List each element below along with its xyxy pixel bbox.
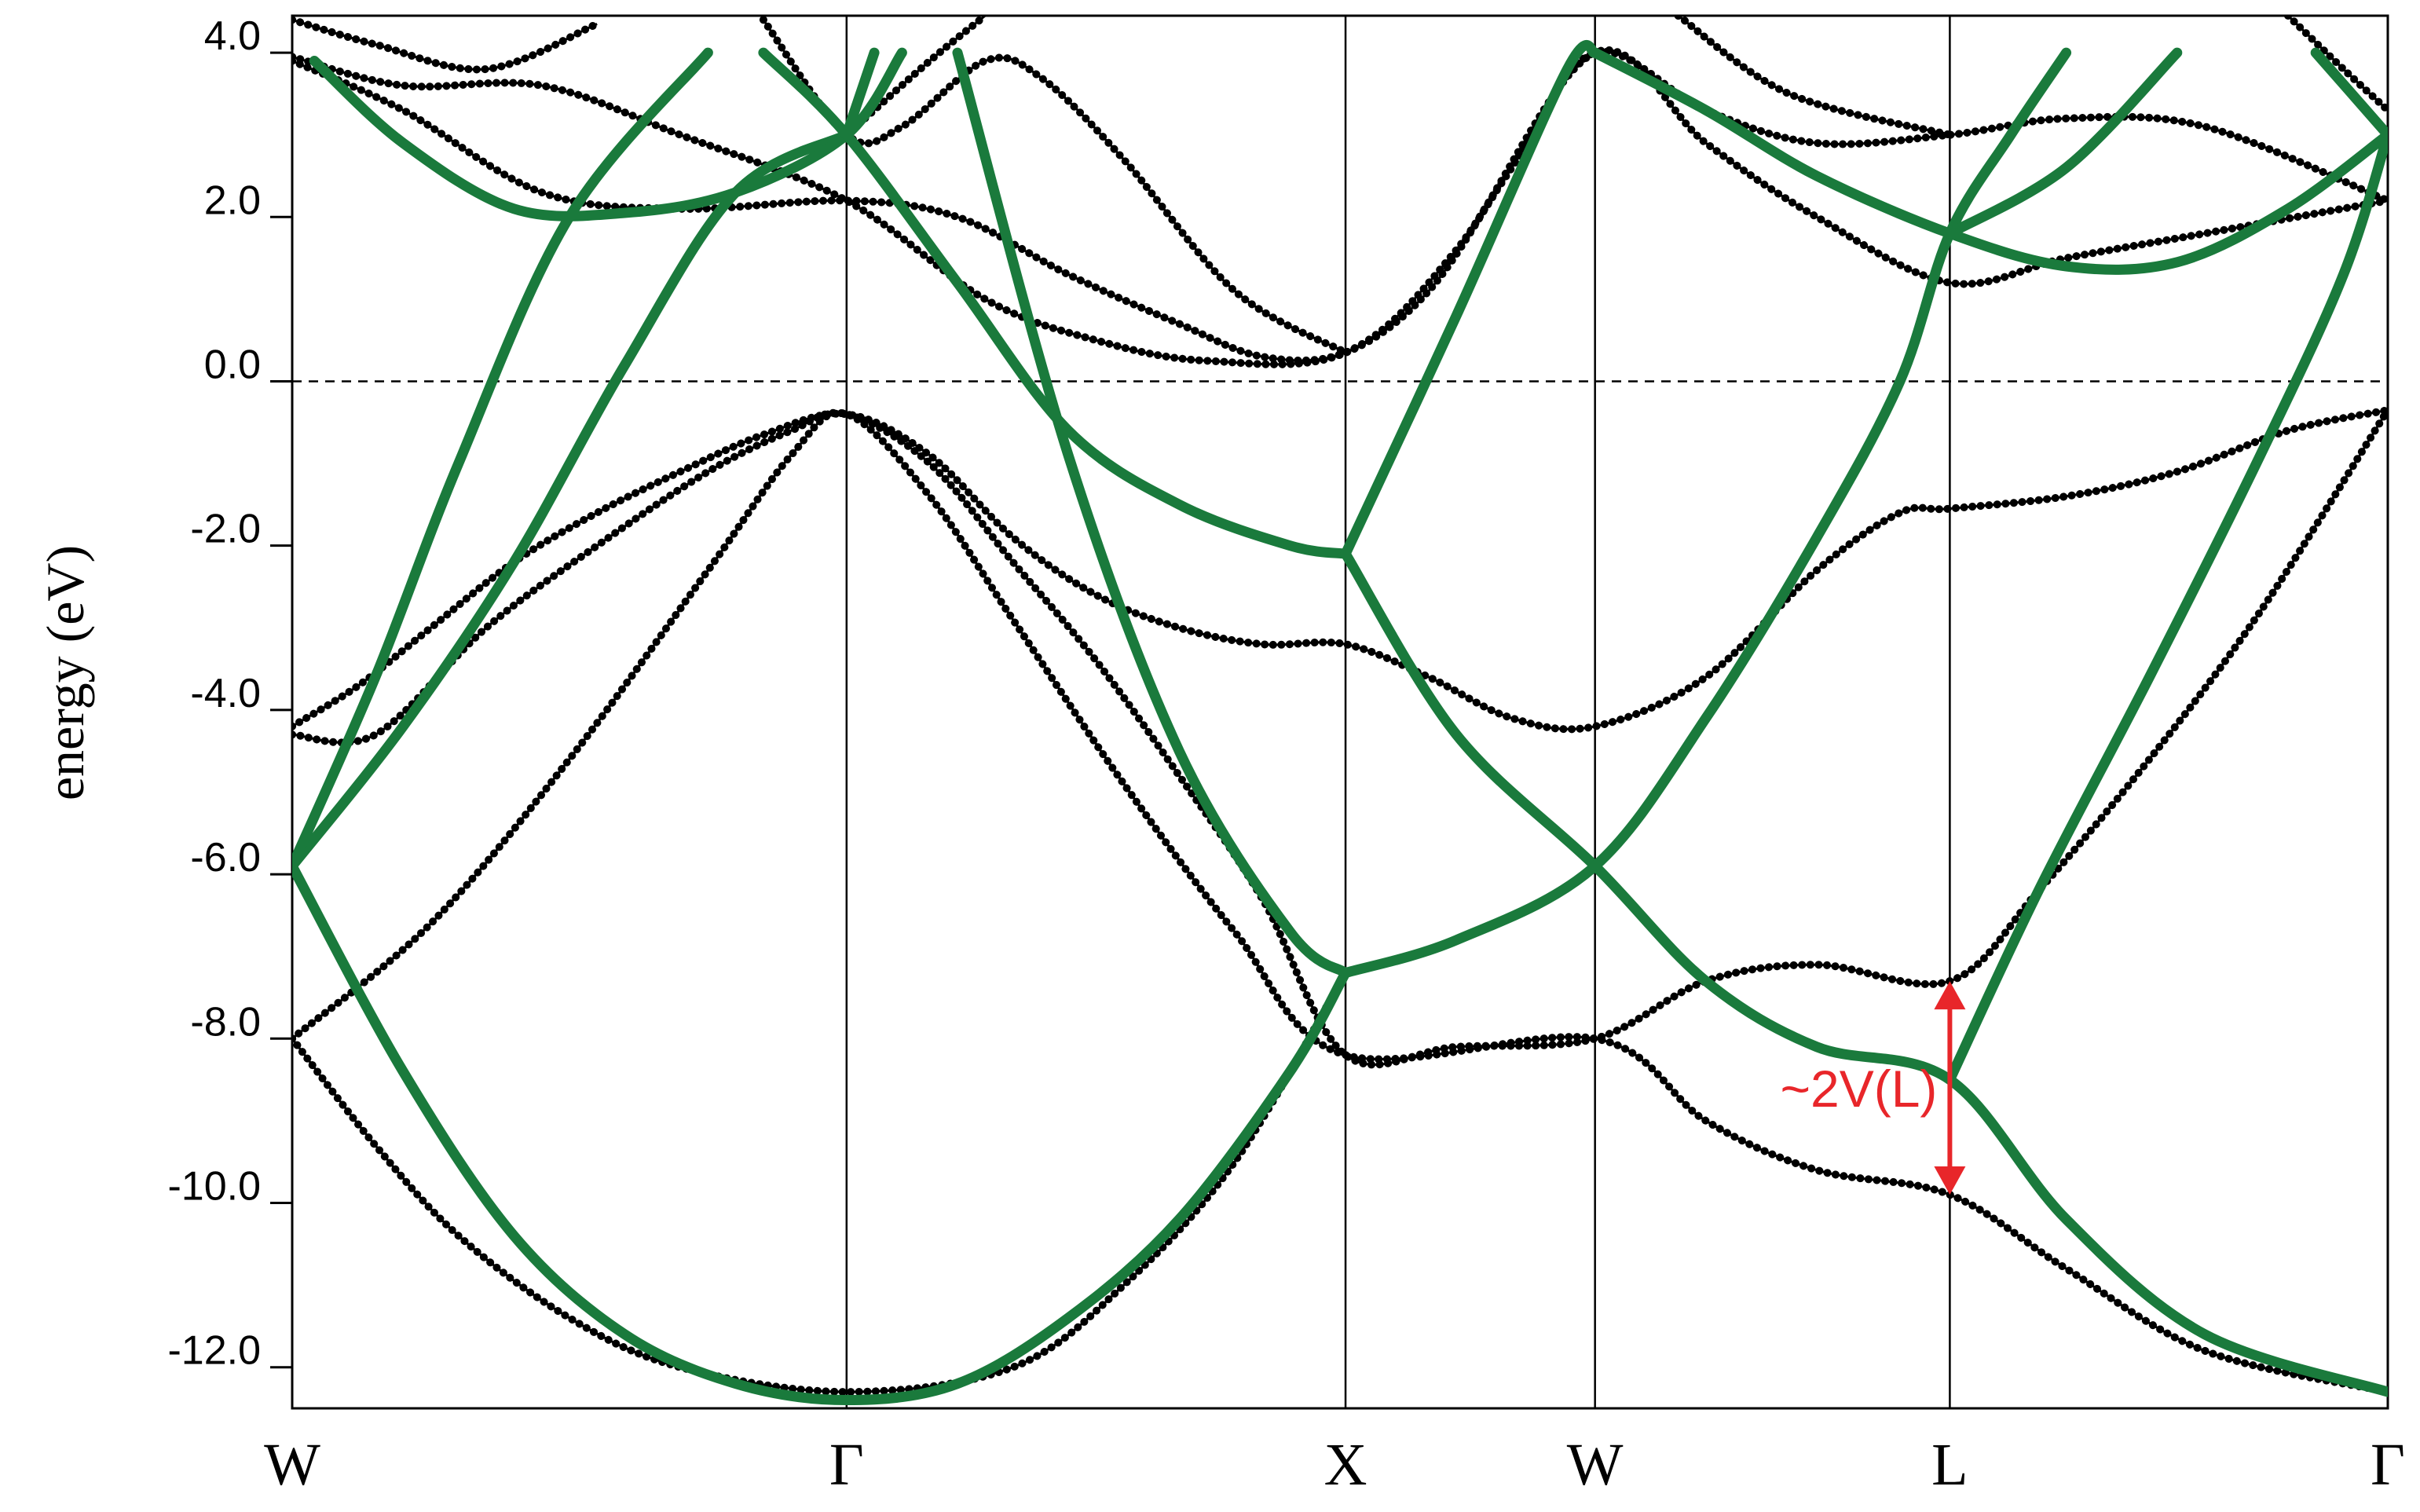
x-tick-label: L xyxy=(1931,1432,1968,1498)
y-tick-label: -10.0 xyxy=(167,1163,261,1209)
y-tick-label: 2.0 xyxy=(204,178,261,223)
dotted-band-3 xyxy=(292,968,1350,1397)
y-axis-label: energy (eV) xyxy=(35,545,95,800)
free-electron-band-23 xyxy=(1944,130,2388,1085)
free-electron-band-22 xyxy=(1944,47,2183,239)
plot-frame xyxy=(291,14,2389,1410)
free-electron-band-21 xyxy=(1590,47,2388,275)
x-tick-label: Γ xyxy=(829,1432,864,1498)
free-electron-band-24 xyxy=(2310,47,2388,141)
dotted-band-2 xyxy=(292,408,2388,1397)
y-tick-label: -12.0 xyxy=(167,1328,261,1374)
dotted-band-7 xyxy=(759,16,1350,357)
dotted-band-core-9 xyxy=(1677,16,1950,137)
free-electron-band-20 xyxy=(1340,47,2072,979)
gap-arrow-head-bottom xyxy=(1934,1166,1966,1195)
free-electron-band-16 xyxy=(841,47,880,141)
y-tick-label: -2.0 xyxy=(190,507,261,552)
free-electron-band-14 xyxy=(309,47,907,221)
dotted-band-core-7 xyxy=(762,19,1346,354)
dotted-band-core-2 xyxy=(292,412,2388,1393)
x-tick-label: W xyxy=(1567,1432,1624,1498)
dotted-band-6 xyxy=(292,16,602,74)
y-tick-label: -6.0 xyxy=(190,835,261,880)
x-tick-label: W xyxy=(264,1432,320,1498)
free-electron-band-12 xyxy=(292,47,713,872)
dotted-band-0 xyxy=(292,406,2388,734)
dotted-band-core-10 xyxy=(2286,16,2388,112)
dotted-band-core-0 xyxy=(292,408,2388,730)
free-electron-band-13 xyxy=(292,861,1351,1405)
dotted-band-core-6 xyxy=(292,18,598,71)
y-tick-label: -8.0 xyxy=(190,999,261,1045)
free-electron-band-18 xyxy=(1340,40,1601,559)
dotted-band-core-4 xyxy=(292,50,2388,362)
x-tick-label: Γ xyxy=(2371,1432,2405,1498)
y-tick-label: 4.0 xyxy=(204,13,261,59)
x-tick-label: X xyxy=(1324,1432,1367,1498)
dotted-band-core-5 xyxy=(292,49,2388,366)
gap-arrow-head-top xyxy=(1934,981,1966,1010)
free-electron-band-19 xyxy=(1340,548,2388,1397)
dotted-band-core-3 xyxy=(292,972,1347,1393)
y-tick-label: 0.0 xyxy=(204,342,261,387)
y-tick-label: -4.0 xyxy=(190,671,261,716)
free-electron-band-17 xyxy=(952,47,1351,979)
gap-annotation-label: ~2V(L) xyxy=(1780,1060,1937,1118)
